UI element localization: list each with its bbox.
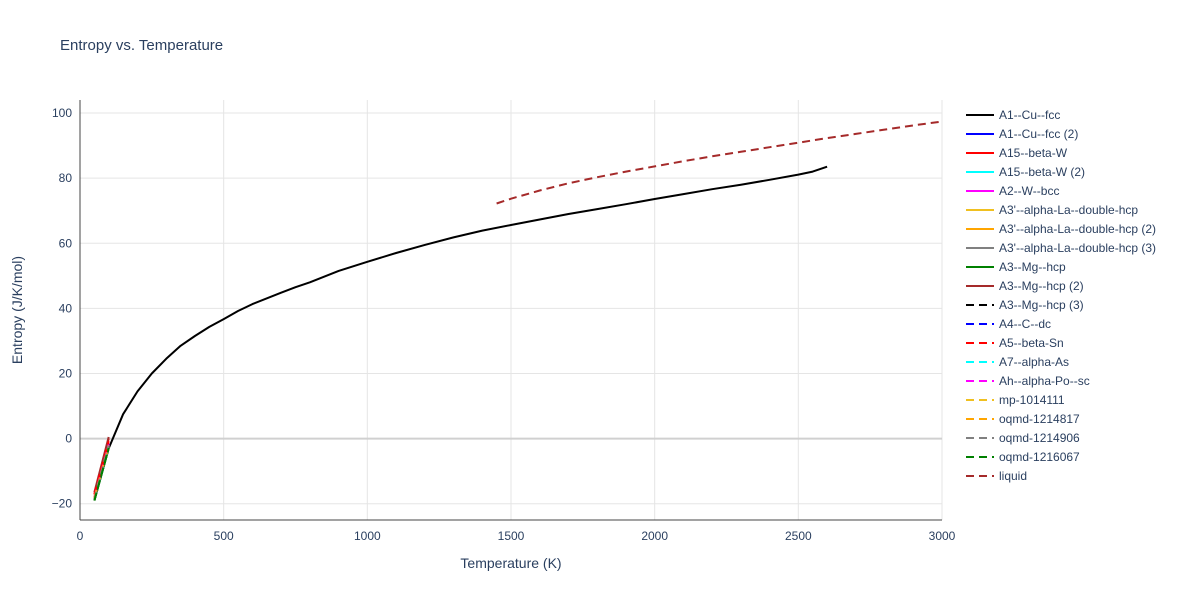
legend-label: A15--beta-W [999, 146, 1068, 160]
y-tick-label: 40 [59, 301, 73, 315]
series-line-18 [93, 447, 110, 501]
legend-item[interactable]: Ah--alpha-Po--sc [966, 374, 1090, 388]
legend-label: Ah--alpha-Po--sc [999, 374, 1090, 388]
legend-label: A3'--alpha-La--double-hcp [999, 203, 1138, 217]
x-tick-label: 500 [214, 529, 234, 543]
y-tick-label: 60 [59, 236, 73, 250]
legend-item[interactable]: A3--Mg--hcp (2) [966, 279, 1084, 293]
legend-item[interactable]: A3'--alpha-La--double-hcp (3) [966, 241, 1156, 255]
legend-label: A4--C--dc [999, 317, 1051, 331]
series-line-19 [496, 120, 943, 205]
legend-label: A3--Mg--hcp (2) [999, 279, 1084, 293]
legend-label: oqmd-1214817 [999, 412, 1080, 426]
legend-item[interactable]: A3--Mg--hcp (3) [966, 298, 1084, 312]
x-tick-label: 0 [77, 529, 84, 543]
legend-label: A2--W--bcc [999, 184, 1059, 198]
y-tick-label: −20 [52, 497, 73, 511]
legend-item[interactable]: oqmd-1214906 [966, 431, 1080, 445]
y-tick-label: 0 [65, 432, 72, 446]
legend-item[interactable]: A3--Mg--hcp [966, 260, 1066, 274]
legend-item[interactable]: liquid [966, 469, 1027, 483]
legend-item[interactable]: A15--beta-W (2) [966, 165, 1085, 179]
legend-item[interactable]: A5--beta-Sn [966, 336, 1064, 350]
legend-item[interactable]: A15--beta-W [966, 146, 1068, 160]
x-tick-label: 1000 [354, 529, 381, 543]
x-tick-label: 2500 [785, 529, 812, 543]
legend-item[interactable]: oqmd-1214817 [966, 412, 1080, 426]
series-line-0 [93, 165, 828, 501]
legend-label: A1--Cu--fcc (2) [999, 127, 1078, 141]
legend-item[interactable]: A2--W--bcc [966, 184, 1059, 198]
legend: A1--Cu--fcc A1--Cu--fcc (2) A15--beta-W A15… [966, 108, 1156, 483]
tick-labels: 0 500 1000 1500 2000 2500 3000 −20 0 20 40 60 80 100 [52, 106, 956, 543]
legend-item[interactable]: A1--Cu--fcc [966, 108, 1060, 122]
legend-item[interactable]: A1--Cu--fcc (2) [966, 127, 1078, 141]
legend-item[interactable]: oqmd-1216067 [966, 450, 1080, 464]
legend-label: A5--beta-Sn [999, 336, 1064, 350]
legend-item[interactable]: A3'--alpha-La--double-hcp (2) [966, 222, 1156, 236]
grid-lines [80, 100, 943, 520]
legend-label: oqmd-1216067 [999, 450, 1080, 464]
legend-item[interactable]: A7--alpha-As [966, 355, 1069, 369]
legend-label: A15--beta-W (2) [999, 165, 1085, 179]
y-tick-label: 100 [52, 106, 72, 120]
chart-title: Entropy vs. Temperature [60, 37, 223, 54]
legend-label: liquid [999, 469, 1027, 483]
legend-label: A7--alpha-As [999, 355, 1069, 369]
legend-label: A3--Mg--hcp (3) [999, 298, 1084, 312]
legend-label: A1--Cu--fcc [999, 108, 1060, 122]
x-tick-label: 3000 [929, 529, 956, 543]
plot-series [93, 120, 943, 501]
legend-label: A3'--alpha-La--double-hcp (2) [999, 222, 1156, 236]
legend-item[interactable]: A4--C--dc [966, 317, 1051, 331]
axes [79, 100, 942, 521]
x-axis-title: Temperature (K) [460, 555, 561, 571]
legend-label: A3'--alpha-La--double-hcp (3) [999, 241, 1156, 255]
legend-label: A3--Mg--hcp [999, 260, 1066, 274]
x-tick-label: 2000 [641, 529, 668, 543]
y-axis-title: Entropy (J/K/mol) [9, 256, 25, 364]
legend-label: oqmd-1214906 [999, 431, 1080, 445]
y-tick-label: 80 [59, 171, 73, 185]
legend-item[interactable]: A3'--alpha-La--double-hcp [966, 203, 1138, 217]
x-tick-label: 1500 [498, 529, 525, 543]
legend-item[interactable]: mp-1014111 [966, 393, 1065, 407]
legend-label: mp-1014111 [999, 393, 1065, 407]
y-tick-label: 20 [59, 366, 73, 380]
